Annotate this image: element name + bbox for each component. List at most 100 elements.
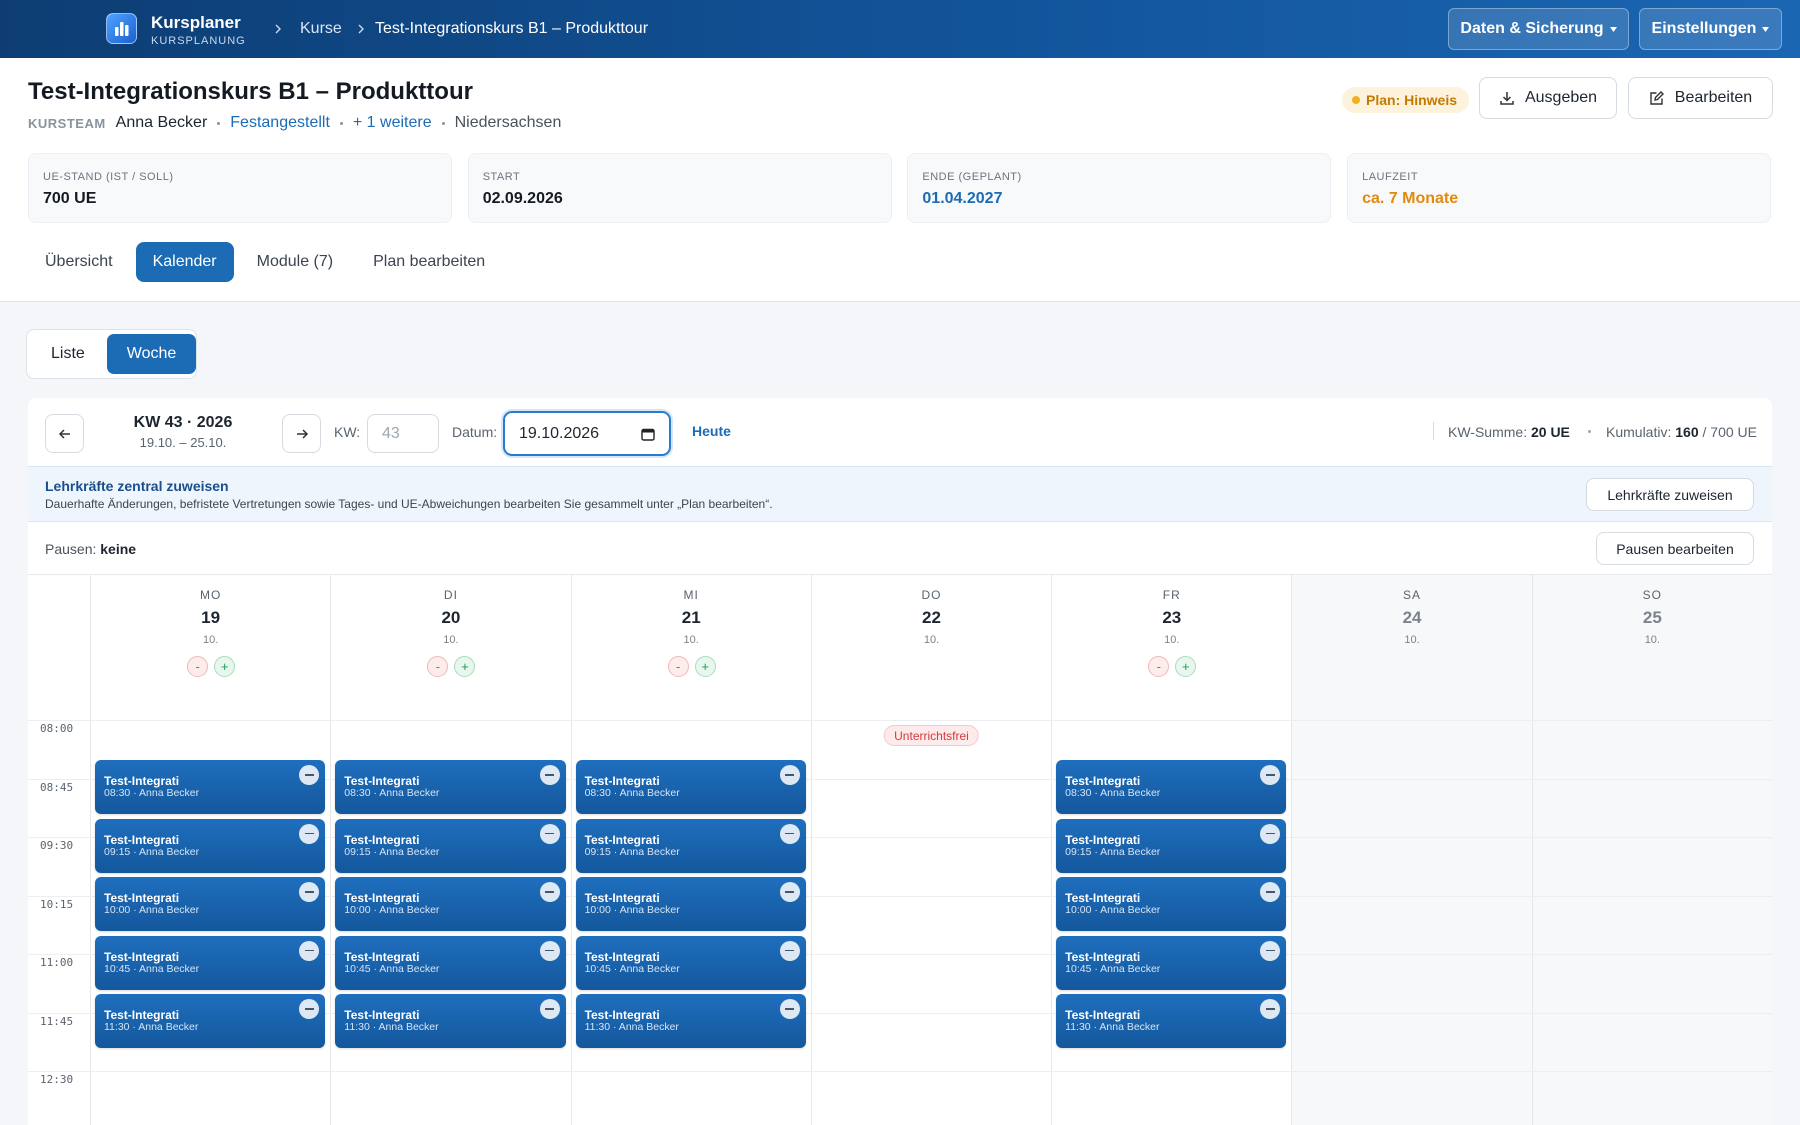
lesson[interactable]: Test-Integrati 10:00 · Anna Becker [575,877,806,931]
remove-lesson[interactable] [779,765,800,785]
pauses-button[interactable]: Pausen bearbeiten [1596,532,1754,565]
pauses: Pausen: keine Pausen bearbeiten [28,522,1772,574]
assign-button[interactable]: Lehrkräfte zuweisen [1586,478,1754,511]
minus-icon [785,774,795,776]
remove-lesson[interactable] [1260,940,1281,961]
remove-lesson[interactable] [779,999,800,1019]
lesson[interactable]: Test-Integrati 10:45 · Anna Becker [1056,935,1287,990]
menu-button[interactable]: Einstellungen [1639,8,1782,50]
team-member: Anna Becker [115,114,208,131]
remove-lesson[interactable] [539,999,560,1019]
lesson[interactable]: Test-Integrati 09:15 · Anna Becker [575,818,806,873]
add-unit[interactable]: + [1175,656,1197,677]
day-column: MI 21 10. - + [570,575,811,1125]
tab[interactable]: Module (7) [256,253,334,270]
tab[interactable]: Übersicht [45,253,113,270]
day-month: 10. [683,634,699,646]
lesson[interactable]: Test-Integrati 08:30 · Anna Becker [1056,760,1287,814]
prev-week[interactable] [45,414,84,453]
action-button[interactable]: Bearbeiten [1628,77,1773,119]
day-month: 10. [1404,634,1420,646]
lesson[interactable]: Test-Integrati 11:30 · Anna Becker [575,994,806,1048]
day-of-week: DO [921,588,942,602]
remove-lesson[interactable] [299,940,320,961]
lesson[interactable]: Test-Integrati 11:30 · Anna Becker [95,994,326,1048]
remove-lesson[interactable] [779,940,800,961]
remove-unit[interactable]: - [187,656,209,677]
lesson[interactable]: Test-Integrati 10:00 · Anna Becker [1056,877,1287,931]
remove-unit[interactable]: - [1148,656,1170,677]
remove-unit[interactable]: - [427,656,449,677]
action-button[interactable]: Ausgeben [1479,77,1617,119]
remove-lesson[interactable] [539,823,560,844]
minus-icon [1265,832,1275,835]
date-input[interactable]: 19.10.2026 [503,411,671,456]
toggle-option[interactable]: Woche [106,334,197,374]
lesson-meta: 10:45 · Anna Becker [1065,962,1161,975]
lesson[interactable]: Test-Integrati 10:45 · Anna Becker [95,935,326,990]
divider [1433,422,1434,440]
remove-lesson[interactable] [299,823,320,844]
lesson[interactable]: Test-Integrati 10:00 · Anna Becker [95,877,326,931]
remove-lesson[interactable] [1260,999,1281,1019]
remove-lesson[interactable] [779,882,800,902]
lesson[interactable]: Test-Integrati 10:00 · Anna Becker [335,877,566,931]
remove-lesson[interactable] [1260,823,1281,844]
lesson-title: Test-Integrati [104,774,180,788]
team-link[interactable]: Festangestellt [230,114,330,131]
download-icon [1500,92,1514,105]
lesson[interactable]: Test-Integrati 09:15 · Anna Becker [335,818,566,873]
lesson[interactable]: Test-Integrati 11:30 · Anna Becker [1056,994,1287,1048]
remove-lesson[interactable] [1260,882,1281,902]
action-label: Bearbeiten [1674,89,1753,106]
lesson[interactable]: Test-Integrati 11:30 · Anna Becker [335,994,566,1048]
add-unit[interactable]: + [694,656,716,677]
remove-lesson[interactable] [779,823,800,844]
breadcrumb[interactable]: Kurse [300,20,342,37]
tab[interactable]: Plan bearbeiten [373,253,486,270]
time-line [28,837,1772,838]
logo[interactable] [106,13,137,44]
minus-icon [545,949,555,952]
menu-button[interactable]: Daten & Sicherung [1448,8,1629,50]
tab[interactable]: Kalender [135,242,234,282]
day-number: 20 [441,608,461,627]
status-dot [1352,96,1360,104]
remove-unit[interactable]: - [667,656,689,677]
add-unit[interactable]: + [214,656,236,677]
remove-lesson[interactable] [299,765,320,785]
day-number: 25 [1642,608,1662,627]
crumb-chevron [358,24,364,34]
remove-lesson[interactable] [539,940,560,961]
lesson[interactable]: Test-Integrati 10:45 · Anna Becker [575,935,806,990]
minus-icon [1265,891,1275,893]
lesson[interactable]: Test-Integrati 08:30 · Anna Becker [95,760,326,814]
lesson-meta: 09:15 · Anna Becker [104,845,200,858]
lesson-meta: 10:45 · Anna Becker [104,962,200,975]
today-link[interactable]: Heute [692,423,731,439]
remove-lesson[interactable] [299,882,320,902]
pauses-value: keine [100,541,137,557]
lesson[interactable]: Test-Integrati 08:30 · Anna Becker [335,760,566,814]
stat-card: UE-STAND (IST / SOLL) 700 UE [28,153,452,223]
lesson[interactable]: Test-Integrati 10:45 · Anna Becker [335,935,566,990]
remove-lesson[interactable] [299,999,320,1019]
remove-lesson[interactable] [539,882,560,902]
lesson[interactable]: Test-Integrati 08:30 · Anna Becker [575,760,806,814]
lesson[interactable]: Test-Integrati 09:15 · Anna Becker [95,818,326,873]
stat-value: 02.09.2026 [482,190,563,207]
kw-input[interactable]: 43 [367,414,439,453]
minus-icon [1265,949,1275,952]
lesson-title: Test-Integrati [584,891,660,905]
stat-label: ENDE (GEPLANT) [922,171,1022,183]
add-unit[interactable]: + [454,656,476,677]
next-week[interactable] [282,414,321,453]
team-link[interactable]: + 1 weitere [352,114,432,131]
time-label: 11:00 [40,956,74,969]
lesson[interactable]: Test-Integrati 09:15 · Anna Becker [1056,818,1287,873]
time-line [28,1012,1772,1014]
remove-lesson[interactable] [539,765,560,785]
toggle-option[interactable]: Liste [51,345,85,362]
remove-lesson[interactable] [1260,765,1281,785]
lesson-meta: 08:30 · Anna Becker [584,787,680,799]
